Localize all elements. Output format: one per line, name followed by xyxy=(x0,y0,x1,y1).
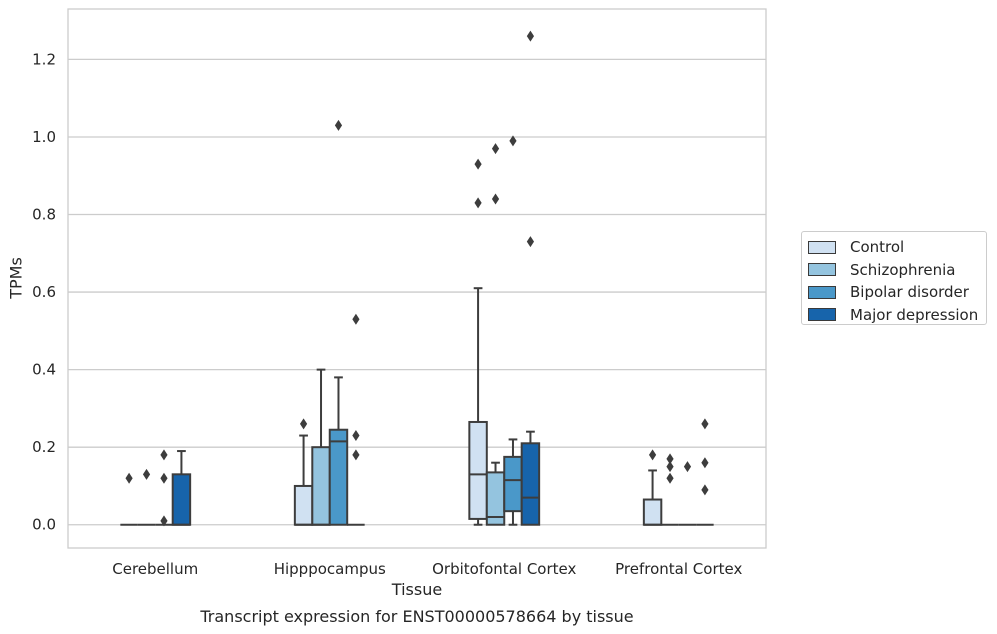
outlier-point xyxy=(648,449,657,461)
outlier-point xyxy=(160,449,168,461)
legend-swatch xyxy=(808,240,836,254)
y-tick-label: 0.6 xyxy=(32,283,56,301)
box-control xyxy=(293,418,314,526)
outlier-point xyxy=(352,430,360,442)
box-control xyxy=(468,158,488,526)
y-tick-label: 0.0 xyxy=(32,516,56,534)
box-schizophrenia xyxy=(485,143,506,526)
outlier-point xyxy=(666,453,674,465)
outlier-point xyxy=(701,418,709,430)
outlier-point xyxy=(160,472,168,484)
box-schizophrenia xyxy=(311,368,331,526)
y-tick-label: 1.2 xyxy=(32,50,56,68)
legend-item: Control xyxy=(808,236,980,259)
outlier-point xyxy=(526,30,535,42)
outlier-point xyxy=(509,135,517,147)
box-body xyxy=(468,420,488,520)
y-tick-label: 0.8 xyxy=(32,206,56,224)
outlier-point xyxy=(474,197,482,209)
outlier-point xyxy=(701,457,709,469)
x-axis-label: Tissue xyxy=(391,580,443,599)
outlier-point xyxy=(683,461,692,473)
outlier-point xyxy=(160,515,168,527)
box-bipolar-disorder xyxy=(155,449,173,527)
box-bipolar-disorder xyxy=(678,461,697,526)
box-schizophrenia xyxy=(661,453,679,526)
x-tick-label: Cerebellum xyxy=(112,560,198,578)
box-major-depression xyxy=(696,418,714,526)
outlier-point xyxy=(666,472,674,484)
legend-label: Control xyxy=(850,238,905,257)
y-tick-label: 0.2 xyxy=(32,438,56,456)
legend-swatch xyxy=(808,263,836,277)
legend-item: Major depression xyxy=(808,304,980,327)
y-tick-label: 0.4 xyxy=(32,361,56,379)
outlier-point xyxy=(334,119,343,131)
legend-swatch xyxy=(808,308,836,322)
plot-area-frame xyxy=(67,8,767,549)
legend-label: Major depression xyxy=(850,305,979,324)
outlier-point xyxy=(125,472,133,484)
box-bipolar-disorder xyxy=(503,135,523,526)
box-body xyxy=(642,498,663,526)
grid-lines xyxy=(68,58,766,526)
box-body xyxy=(311,446,331,526)
legend: Control Schizophrenia Bipolar disorder Majo… xyxy=(801,231,987,325)
box-body xyxy=(520,442,541,526)
boxes xyxy=(120,30,714,527)
box-control xyxy=(642,449,663,526)
legend-label: Schizophrenia xyxy=(850,260,956,279)
outlier-point xyxy=(142,468,151,480)
box-major-depression xyxy=(347,313,365,526)
outlier-point xyxy=(491,143,500,155)
outlier-point xyxy=(352,313,360,325)
box-body xyxy=(293,484,314,526)
outlier-point xyxy=(352,449,360,461)
outlier-point xyxy=(299,418,308,430)
y-tick-label: 1.0 xyxy=(32,128,56,146)
y-axis-label: TPMs xyxy=(6,257,26,299)
box-body xyxy=(171,473,192,526)
box-major-depression xyxy=(520,30,541,526)
x-tick-label: Orbitofontal Cortex xyxy=(432,560,576,578)
box-body xyxy=(503,455,523,513)
x-tick-label: Hipppocampus xyxy=(274,560,386,578)
outlier-point xyxy=(526,236,535,248)
outlier-point xyxy=(666,461,674,473)
box-body xyxy=(328,428,349,526)
box-schizophrenia xyxy=(137,468,156,526)
legend-item: Schizophrenia xyxy=(808,259,980,282)
tick-labels: 0.0 0.2 0.4 0.6 0.8 1.0 1.2 Cerebellum Hipppocam… xyxy=(32,50,742,578)
chart-caption: Transcript expression for ENST0000057866… xyxy=(200,607,634,626)
legend-item: Bipolar disorder xyxy=(808,281,980,304)
legend-label: Bipolar disorder xyxy=(850,283,969,302)
box-control xyxy=(120,472,138,526)
box-bipolar-disorder xyxy=(328,119,349,526)
outlier-point xyxy=(701,484,709,496)
legend-swatch xyxy=(808,285,836,299)
outlier-point xyxy=(491,193,500,205)
x-tick-label: Prefrontal Cortex xyxy=(615,560,742,578)
outlier-point xyxy=(474,158,482,170)
box-major-depression xyxy=(171,450,192,526)
